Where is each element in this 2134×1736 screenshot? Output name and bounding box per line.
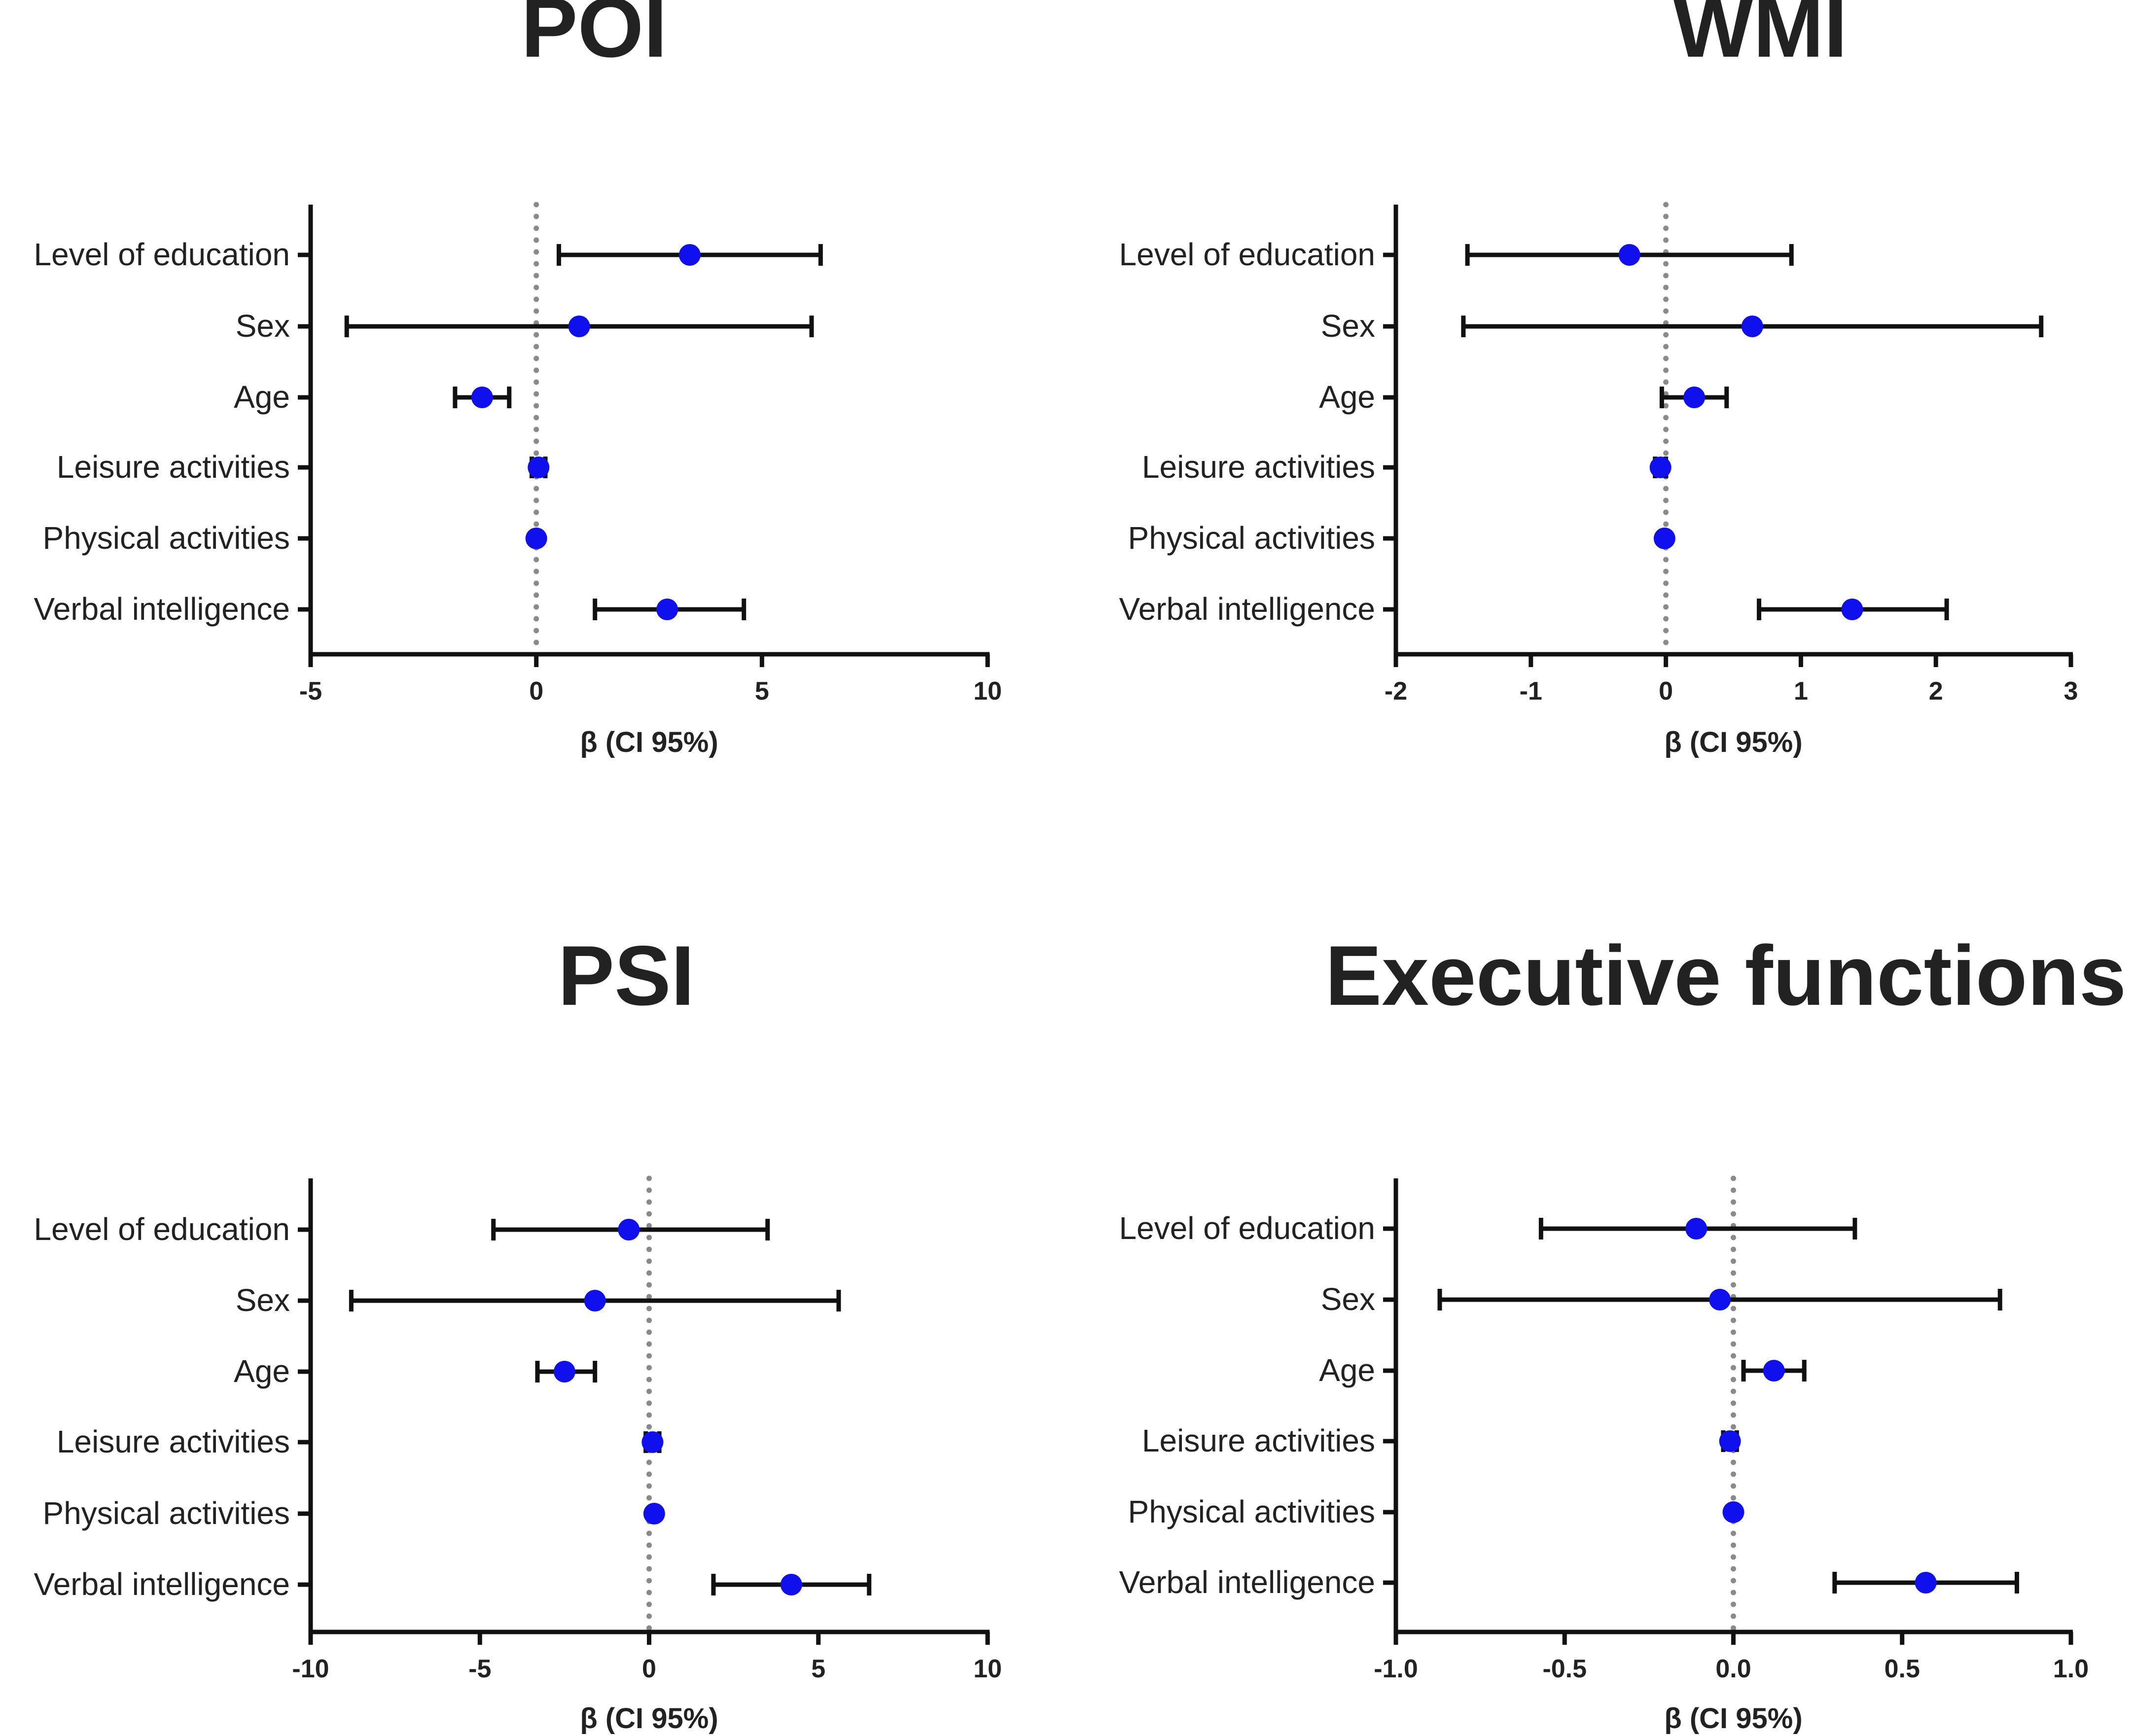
category-label: Age — [1319, 1352, 1375, 1388]
estimate-point — [1618, 244, 1640, 266]
panel-title: PSI — [558, 928, 694, 1023]
x-tick-label: -2 — [1385, 677, 1407, 706]
category-label: Physical activities — [43, 520, 290, 556]
x-tick-label: -0.5 — [1542, 1655, 1587, 1683]
estimate-point — [1722, 1501, 1744, 1523]
estimate-point — [528, 457, 550, 478]
x-tick-label: -5 — [468, 1655, 491, 1683]
category-label: Level of education — [34, 1211, 290, 1247]
estimate-point — [1841, 599, 1863, 620]
estimate-point — [1709, 1289, 1731, 1311]
x-tick-label: 0.5 — [1885, 1655, 1920, 1683]
estimate-point — [1649, 457, 1672, 478]
estimate-point — [1763, 1360, 1785, 1382]
x-tick-label: 1.0 — [2053, 1655, 2089, 1683]
x-tick-label: 0.0 — [1715, 1655, 1751, 1683]
category-label: Verbal intelligence — [34, 1566, 290, 1602]
x-tick-label: 10 — [973, 677, 1002, 706]
estimate-point — [780, 1574, 802, 1595]
estimate-point — [1741, 316, 1763, 337]
x-axis-label: β (CI 95%) — [1664, 1702, 1802, 1735]
category-label: Level of education — [34, 237, 290, 272]
x-tick-label: -1 — [1520, 677, 1542, 706]
estimate-point — [618, 1219, 640, 1240]
x-axis-label: β (CI 95%) — [1664, 726, 1802, 758]
estimate-point — [553, 1361, 575, 1382]
category-label: Sex — [236, 308, 290, 344]
estimate-point — [1685, 1218, 1707, 1240]
estimate-point — [641, 1431, 664, 1453]
estimate-point — [1683, 387, 1706, 408]
category-label: Age — [234, 379, 290, 415]
category-label: Leisure activities — [57, 1424, 290, 1459]
category-label: Leisure activities — [1142, 449, 1375, 485]
category-label: Physical activities — [1128, 1494, 1376, 1529]
category-label: Age — [234, 1353, 290, 1389]
x-tick-label: 5 — [755, 677, 769, 706]
panel-title: POI — [521, 0, 667, 75]
panel-title: WMI — [1673, 0, 1847, 75]
panel-title: Executive functions — [1325, 928, 2127, 1023]
x-tick-label: -1.0 — [1374, 1655, 1418, 1683]
x-tick-label: 10 — [973, 1655, 1002, 1683]
category-label: Physical activities — [43, 1495, 290, 1531]
estimate-point — [525, 528, 547, 549]
x-tick-label: 0 — [529, 677, 543, 706]
estimate-point — [471, 387, 493, 408]
x-tick-label: -5 — [299, 677, 322, 706]
estimate-point — [643, 1503, 665, 1524]
x-axis-label: β (CI 95%) — [580, 726, 718, 758]
estimate-point — [656, 599, 678, 620]
category-label: Level of education — [1119, 237, 1376, 272]
category-label: Sex — [236, 1282, 290, 1318]
x-tick-label: 0 — [1659, 677, 1673, 706]
estimate-point — [678, 244, 701, 266]
estimate-point — [568, 316, 590, 337]
x-axis-label: β (CI 95%) — [580, 1702, 718, 1735]
category-label: Physical activities — [1128, 520, 1376, 556]
x-tick-label: -10 — [292, 1655, 329, 1683]
x-tick-label: 0 — [642, 1655, 656, 1683]
category-label: Sex — [1321, 1281, 1375, 1317]
x-tick-label: 5 — [811, 1655, 825, 1683]
estimate-point — [1915, 1572, 1937, 1594]
forest-panel-1: POI -5 0 5 10 β (CI 95%) Level of education Sex… — [34, 0, 1002, 758]
estimate-point — [584, 1290, 606, 1311]
x-tick-label: 2 — [1929, 677, 1943, 706]
forest-panel-4: Executive functions -1.0 -0.5 0.0 0.5 1.0 β (C… — [1119, 928, 2127, 1735]
estimate-point — [1653, 528, 1675, 549]
category-label: Leisure activities — [57, 449, 290, 485]
forest-panel-2: WMI -2 -1 0 1 2 3 β (CI 95%) Level of education S… — [1119, 0, 2078, 758]
category-label: Level of education — [1119, 1210, 1376, 1246]
category-label: Leisure activities — [1142, 1423, 1375, 1458]
category-label: Verbal intelligence — [1119, 591, 1375, 627]
x-tick-label: 1 — [1794, 677, 1808, 706]
category-label: Age — [1319, 379, 1375, 415]
x-tick-label: 3 — [2064, 677, 2078, 706]
forest-panel-3: PSI -10 -5 0 5 10 β (CI 95%) Level of education… — [34, 928, 1002, 1735]
category-label: Verbal intelligence — [1119, 1564, 1375, 1600]
category-label: Sex — [1321, 308, 1375, 344]
estimate-point — [1719, 1430, 1741, 1452]
category-label: Verbal intelligence — [34, 591, 290, 627]
